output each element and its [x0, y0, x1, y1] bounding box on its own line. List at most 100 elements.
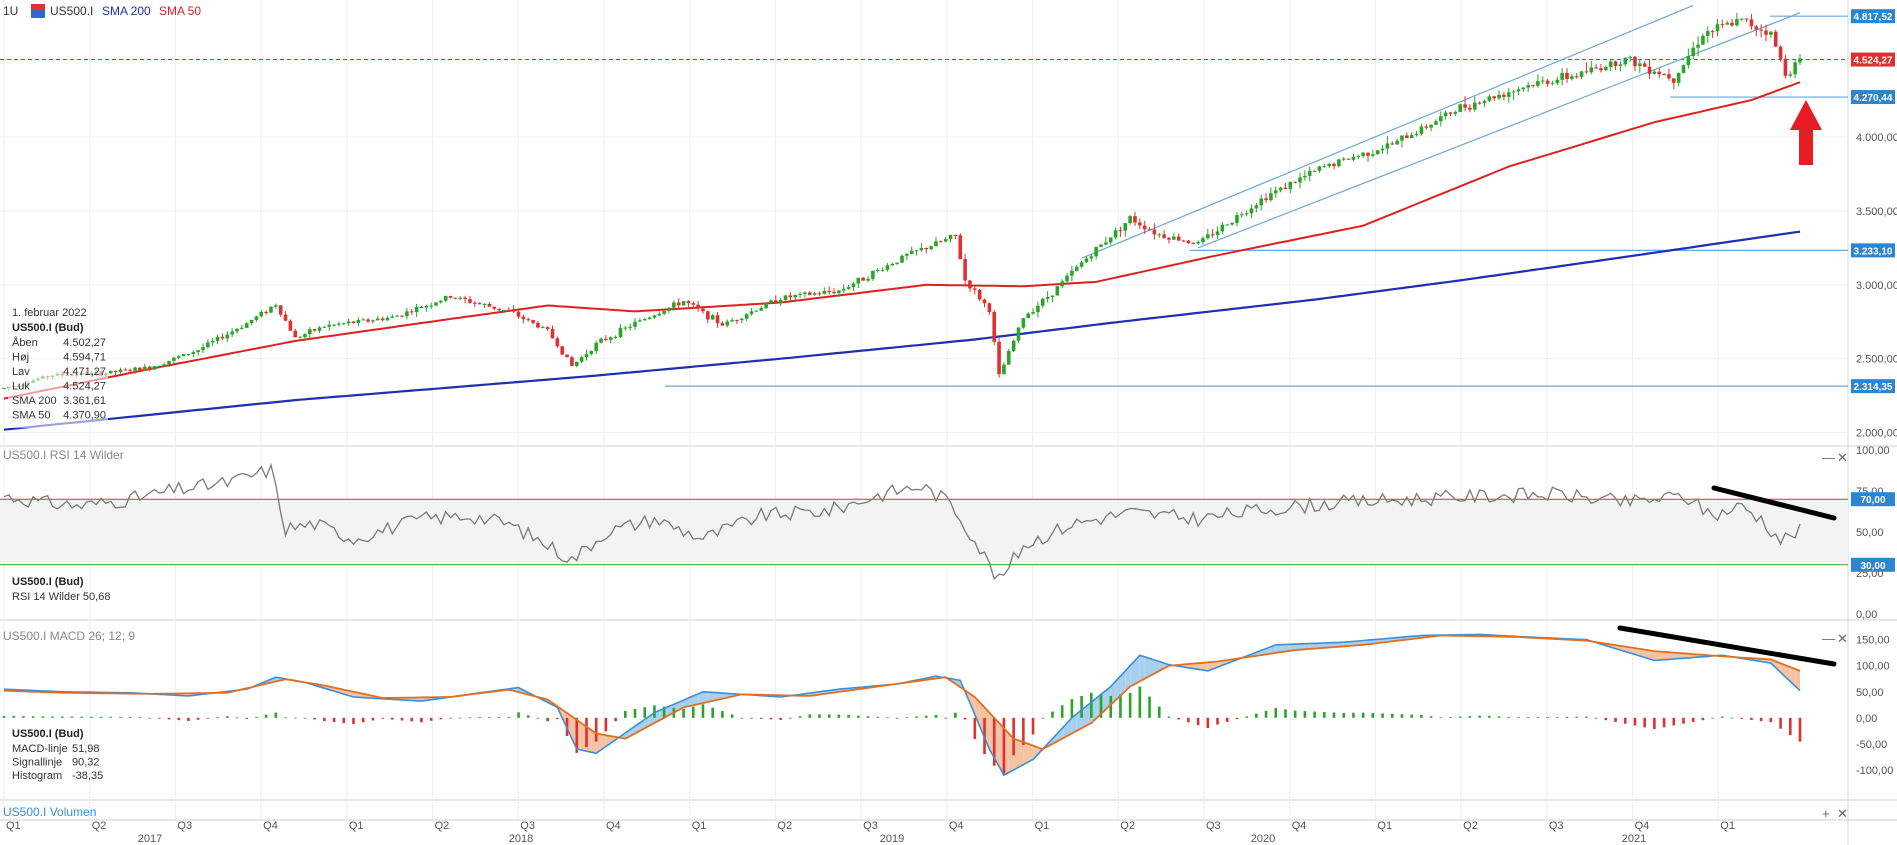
candle-body — [346, 321, 351, 324]
candle-body — [215, 336, 220, 341]
candle-body — [1638, 63, 1642, 67]
candle-body — [788, 295, 793, 298]
candle-body — [1531, 85, 1535, 87]
macd-fill — [1295, 643, 1301, 651]
candle-body — [468, 299, 472, 303]
candle-body — [1599, 68, 1603, 71]
candle-body — [1526, 85, 1530, 88]
rsi-band — [0, 499, 1848, 565]
candle — [473, 300, 477, 308]
volume-add-button[interactable]: + — [1822, 806, 1830, 821]
histogram-bar — [1798, 717, 1802, 742]
candle — [293, 328, 298, 338]
candle-body — [890, 263, 895, 266]
candle — [623, 325, 628, 331]
candle — [1031, 308, 1035, 315]
candle-body — [861, 277, 865, 281]
candle — [1366, 152, 1370, 162]
histogram-bar — [449, 717, 452, 719]
candle-body — [1463, 104, 1467, 108]
candle-body — [1273, 190, 1278, 194]
histogram-bar — [1730, 717, 1734, 719]
candle-body — [924, 247, 929, 250]
candle-body — [1040, 298, 1045, 306]
macd-fill — [1654, 651, 1660, 661]
candle-body — [968, 280, 972, 289]
candle — [322, 325, 327, 328]
infobox-value: 4.370,90 — [63, 410, 106, 422]
macd-fill — [1309, 643, 1315, 649]
candle — [298, 335, 302, 339]
volume-close-button[interactable]: ✕ — [1837, 806, 1848, 821]
candle-body — [108, 370, 113, 374]
histogram-bar — [1721, 716, 1724, 718]
candle — [346, 318, 351, 327]
histogram-bar — [1546, 716, 1549, 718]
candle-body — [594, 342, 598, 352]
x-tick-label: Q2 — [1120, 820, 1135, 832]
candle-body — [1715, 24, 1720, 32]
candle — [152, 365, 157, 371]
candle-body — [259, 312, 264, 317]
candle — [963, 254, 967, 286]
candle-body — [463, 297, 467, 300]
x-tick-label: Q1 — [1377, 820, 1392, 832]
macd-fill — [1319, 642, 1325, 649]
candle — [1108, 237, 1113, 246]
timeframe-label[interactable]: 1U — [3, 4, 18, 18]
candle-body — [691, 303, 696, 305]
histogram-bar — [1332, 712, 1336, 718]
sma200-legend[interactable]: SMA 200 — [102, 4, 151, 18]
candle — [327, 320, 332, 331]
candle-body — [1521, 87, 1526, 90]
histogram-bar — [488, 717, 491, 718]
candle — [385, 316, 390, 321]
candle — [987, 302, 992, 315]
candle-body — [225, 334, 230, 339]
infobox-value: 4.594,71 — [63, 352, 106, 364]
candle — [1492, 95, 1496, 101]
macd-legend-value: 90,32 — [72, 757, 100, 769]
candle — [371, 319, 375, 324]
rsi-minimize-button[interactable]: — — [1822, 450, 1835, 465]
candle-body — [875, 269, 880, 271]
histogram-bar — [624, 710, 627, 718]
candle-body — [545, 327, 550, 330]
signal-line — [3, 634, 1801, 751]
candle-body — [327, 324, 332, 327]
candle-body — [1662, 74, 1666, 76]
candle — [308, 327, 312, 340]
candle — [880, 267, 885, 272]
candle — [812, 291, 817, 296]
candle-body — [672, 302, 676, 308]
histogram-bar — [556, 717, 559, 720]
candle — [822, 287, 827, 295]
candle-body — [1744, 18, 1749, 20]
candle-body — [1341, 158, 1346, 160]
candle-body — [1453, 111, 1458, 114]
candle-body — [987, 303, 992, 312]
histogram-bar — [759, 717, 763, 719]
candle — [259, 310, 264, 318]
histogram-bar — [1788, 717, 1792, 736]
histogram-bar — [1643, 717, 1646, 728]
macd-fill — [1678, 652, 1684, 659]
volume-title[interactable]: US500.I Volumen — [3, 805, 96, 819]
candle — [604, 335, 608, 342]
candle — [574, 361, 579, 368]
candle-body — [1327, 163, 1331, 167]
histogram-bar — [1245, 716, 1248, 718]
candle — [1036, 301, 1040, 318]
candle — [439, 299, 443, 304]
candle — [1084, 256, 1089, 263]
histogram-bar — [264, 714, 268, 718]
rsi-close-button[interactable]: ✕ — [1837, 450, 1848, 465]
macd-minimize-button[interactable]: — — [1822, 631, 1835, 646]
candle — [1021, 317, 1026, 329]
sma50-legend[interactable]: SMA 50 — [159, 4, 201, 18]
histogram-bar — [876, 716, 880, 718]
candle — [356, 317, 361, 327]
macd-close-button[interactable]: ✕ — [1837, 631, 1848, 646]
candle — [424, 304, 429, 312]
